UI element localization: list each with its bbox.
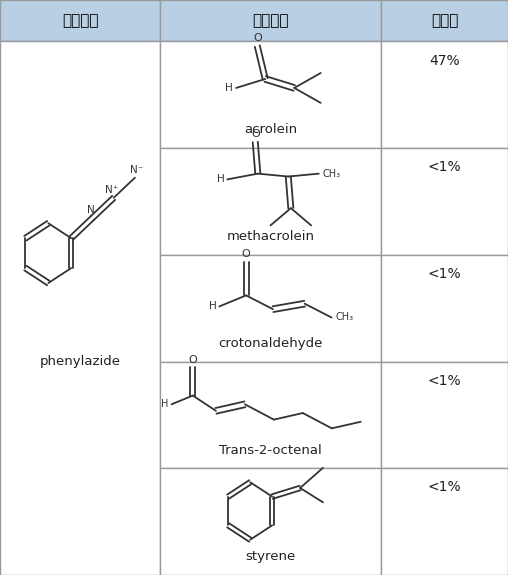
Bar — [160, 0, 381, 41]
Text: 待测目标: 待测目标 — [252, 13, 289, 28]
Text: N⁻: N⁻ — [130, 165, 143, 175]
Text: 检测试剂: 检测试剂 — [62, 13, 98, 28]
Text: CH₃: CH₃ — [335, 312, 353, 323]
Text: H: H — [161, 399, 169, 409]
Text: CH₃: CH₃ — [323, 168, 340, 179]
Text: N: N — [87, 205, 94, 216]
Text: 47%: 47% — [429, 53, 460, 68]
Text: N⁺: N⁺ — [105, 185, 118, 196]
Bar — [0, 41, 160, 575]
Bar — [160, 41, 381, 148]
Text: O: O — [253, 33, 262, 43]
Text: H: H — [217, 174, 225, 185]
Text: methacrolein: methacrolein — [227, 230, 314, 243]
Bar — [160, 468, 381, 575]
Text: styrene: styrene — [245, 550, 296, 564]
Text: H: H — [225, 83, 233, 93]
Bar — [160, 255, 381, 362]
Text: 反应率: 反应率 — [431, 13, 458, 28]
Bar — [381, 41, 508, 148]
Text: <1%: <1% — [428, 374, 461, 388]
Text: crotonaldehyde: crotonaldehyde — [218, 337, 323, 350]
Text: Trans-2-octenal: Trans-2-octenal — [219, 444, 322, 457]
Text: H: H — [209, 301, 216, 312]
Bar — [381, 148, 508, 255]
Text: O: O — [188, 355, 197, 365]
Text: phenylazide: phenylazide — [40, 355, 120, 368]
Text: <1%: <1% — [428, 481, 461, 494]
Bar — [381, 362, 508, 468]
Bar — [160, 362, 381, 468]
Bar — [381, 0, 508, 41]
Bar — [381, 255, 508, 362]
Text: O: O — [251, 129, 260, 139]
Text: O: O — [242, 249, 250, 259]
Bar — [160, 148, 381, 255]
Text: acrolein: acrolein — [244, 124, 297, 136]
Text: <1%: <1% — [428, 267, 461, 281]
Bar — [0, 0, 160, 41]
Text: <1%: <1% — [428, 160, 461, 174]
Bar — [381, 468, 508, 575]
